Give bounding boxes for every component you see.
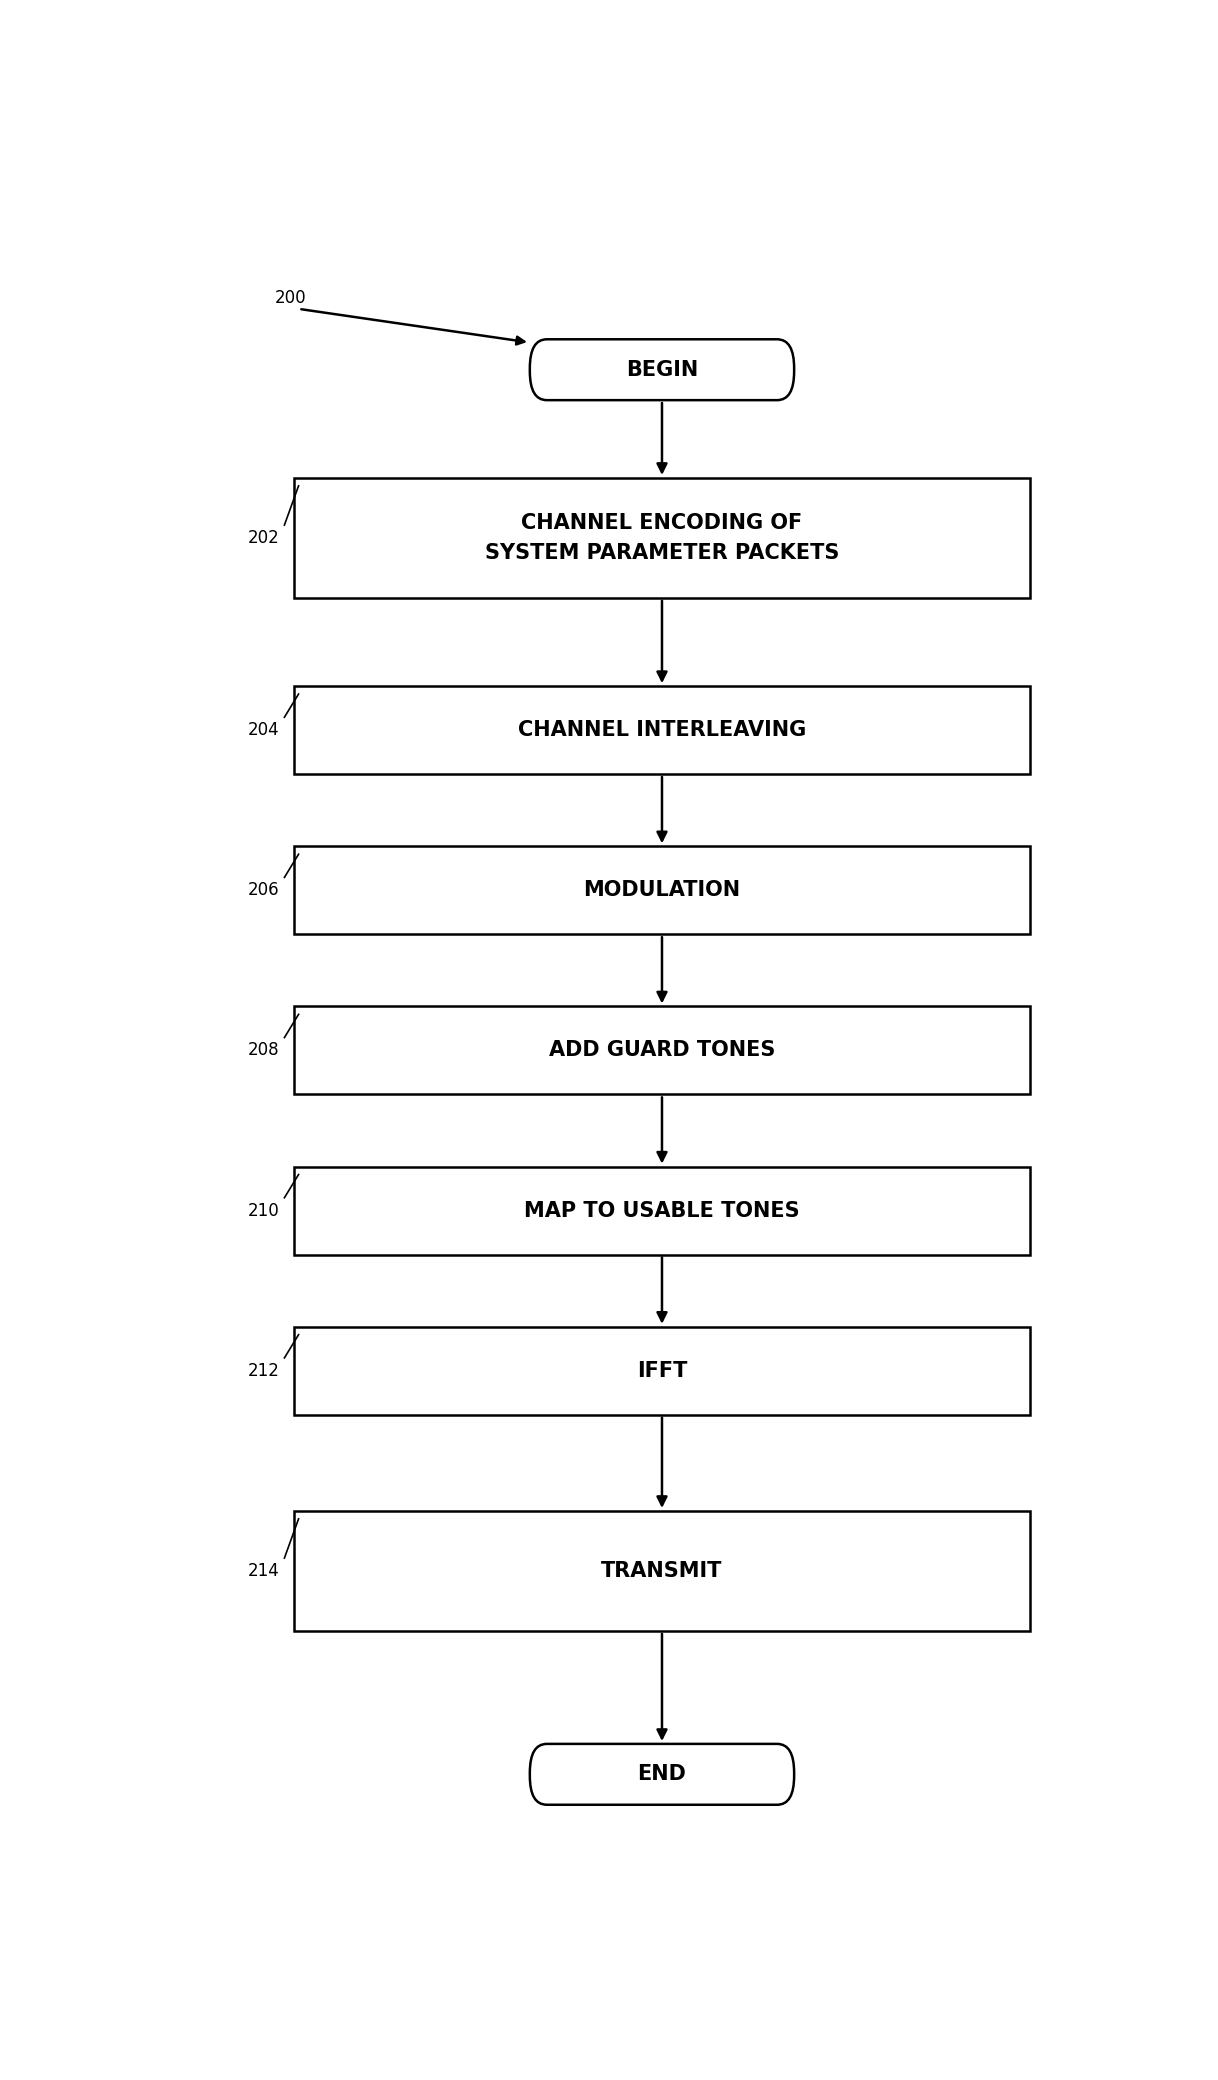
Text: 202: 202 — [248, 528, 280, 547]
Text: END: END — [637, 1764, 687, 1785]
Text: IFFT: IFFT — [637, 1360, 687, 1381]
Text: CHANNEL ENCODING OF
SYSTEM PARAMETER PACKETS: CHANNEL ENCODING OF SYSTEM PARAMETER PAC… — [485, 514, 839, 564]
Text: 206: 206 — [248, 882, 280, 899]
Bar — [294, 478, 1030, 597]
Text: MODULATION: MODULATION — [583, 880, 741, 901]
Text: 208: 208 — [248, 1042, 280, 1059]
Text: 214: 214 — [248, 1562, 280, 1581]
Text: 210: 210 — [248, 1202, 280, 1219]
Text: ADD GUARD TONES: ADD GUARD TONES — [549, 1040, 775, 1061]
Bar — [294, 686, 1030, 774]
Bar — [294, 1167, 1030, 1254]
FancyBboxPatch shape — [530, 339, 794, 399]
FancyBboxPatch shape — [530, 1743, 794, 1805]
Text: CHANNEL INTERLEAVING: CHANNEL INTERLEAVING — [518, 720, 806, 740]
Bar — [294, 1007, 1030, 1094]
Text: MAP TO USABLE TONES: MAP TO USABLE TONES — [524, 1200, 800, 1221]
Bar — [294, 1510, 1030, 1631]
Text: 212: 212 — [247, 1362, 280, 1379]
Bar — [294, 847, 1030, 934]
Bar — [294, 1327, 1030, 1414]
Text: BEGIN: BEGIN — [626, 360, 698, 381]
Text: TRANSMIT: TRANSMIT — [602, 1560, 722, 1581]
Text: 200: 200 — [275, 289, 307, 306]
Text: 204: 204 — [248, 722, 280, 738]
